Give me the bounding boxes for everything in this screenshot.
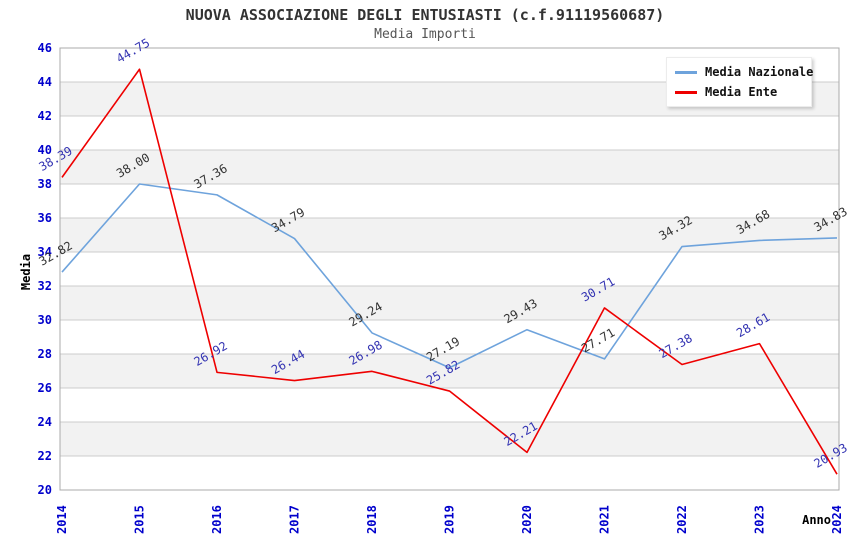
series-line-media-nazionale [61,183,838,369]
y-tick-label: 30 [38,313,52,327]
series-line-media-ente [61,68,838,475]
y-tick-label: 20 [38,483,52,497]
y-tick-label: 38 [38,177,52,191]
legend-item-media-nazionale[interactable]: Media Nazionale [675,65,813,79]
plot-border [59,47,840,491]
chart-legend: Media Nazionale Media Ente [666,57,813,107]
x-axis-title: Anno [802,513,831,527]
y-tick-label: 24 [38,415,52,429]
plot-band [60,456,839,490]
y-tick-label: 42 [38,109,52,123]
plot-band [60,320,839,354]
y-tick-label: 22 [38,449,52,463]
chart-title: NUOVA ASSOCIAZIONE DEGLI ENTUSIASTI (c.f… [185,6,665,24]
y-tick-label: 36 [38,211,52,225]
legend-label: Media Ente [705,85,778,99]
legend-swatch-media-nazionale-icon [675,70,697,74]
x-tick-label: 2020 [520,505,534,534]
y-tick-label: 40 [38,143,52,157]
y-tick-label: 34 [38,245,52,259]
y-tick-label: 26 [38,381,52,395]
x-tick-label: 2016 [210,505,224,534]
plot-band [60,388,839,422]
x-tick-label: 2019 [443,505,457,534]
y-axis-title: Media [19,254,33,290]
y-tick-label: 32 [38,279,52,293]
x-tick-label: 2014 [55,505,69,534]
x-tick-label: 2015 [133,505,147,534]
y-tick-label: 46 [38,41,52,55]
plot-band [60,184,839,218]
plot-band [60,150,839,184]
y-tick-label: 28 [38,347,52,361]
plot-band [60,422,839,456]
x-tick-label: 2021 [598,505,612,534]
legend-swatch-media-ente-icon [675,90,697,94]
plot-band [60,218,839,252]
y-tick-label: 44 [38,75,52,89]
legend-item-media-ente[interactable]: Media Ente [675,85,803,99]
plot-band [60,252,839,286]
plot-band [60,116,839,150]
x-tick-label: 2023 [753,505,767,534]
plot-band [60,286,839,320]
x-tick-label: 2022 [675,505,689,534]
legend-label: Media Nazionale [705,65,814,79]
chart-subtitle: Media Importi [374,27,476,42]
plot-band [60,354,839,388]
x-tick-label: 2024 [830,505,844,534]
x-tick-label: 2018 [365,505,379,534]
x-tick-label: 2017 [288,505,302,534]
